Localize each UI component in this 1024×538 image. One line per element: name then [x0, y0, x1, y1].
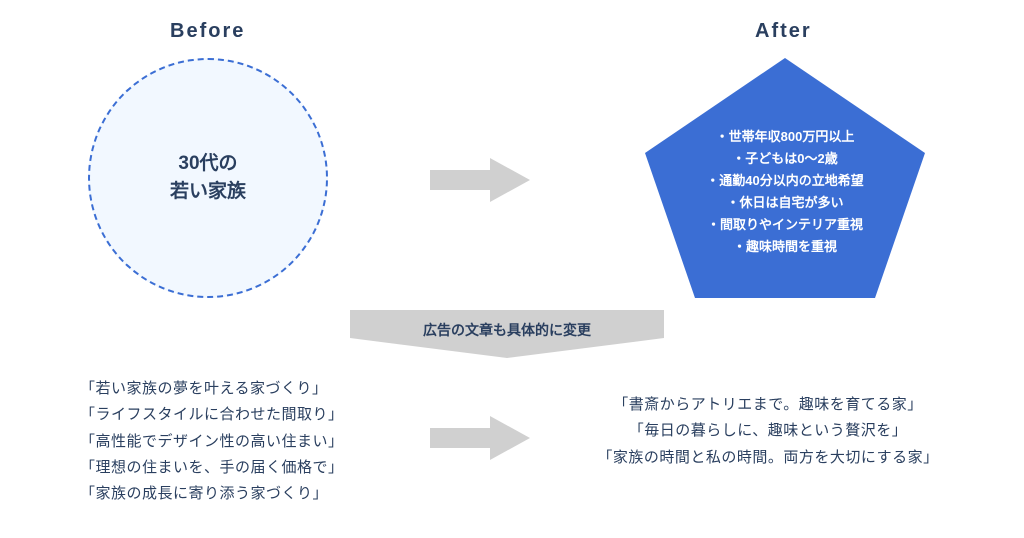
arrow-right-top-icon [430, 158, 530, 207]
header-before: Before [170, 20, 245, 43]
copy-before-item: 「高性能でデザイン性の高い住まい」 [80, 429, 344, 455]
circle-line1: 30代の [178, 153, 237, 174]
before-circle: 30代の 若い家族 [88, 58, 328, 298]
copy-after-item: 「書斎からアトリエまで。趣味を育てる家」 [568, 392, 968, 418]
copy-before-item: 「理想の住まいを、手の届く価格で」 [80, 455, 344, 481]
copy-after-item: 「家族の時間と私の時間。両方を大切にする家」 [568, 445, 968, 471]
copy-after-item: 「毎日の暮らしに、趣味という贅沢を」 [568, 418, 968, 444]
copy-before-list: 「若い家族の夢を叶える家づくり」 「ライフスタイルに合わせた間取り」 「高性能で… [80, 376, 344, 507]
pentagon-item: ・趣味時間を重視 [645, 236, 925, 258]
header-after: After [755, 20, 812, 43]
arrow-right-bottom-icon [430, 416, 530, 465]
pentagon-item: ・間取りやインテリア重視 [645, 214, 925, 236]
pentagon-item: ・子どもは0〜2歳 [645, 148, 925, 170]
circle-line2: 若い家族 [170, 181, 246, 202]
pentagon-item: ・休日は自宅が多い [645, 192, 925, 214]
pentagon-item: ・世帯年収800万円以上 [645, 126, 925, 148]
banner-text: 広告の文章も具体的に変更 [350, 320, 664, 340]
after-pentagon: ・世帯年収800万円以上 ・子どもは0〜2歳 ・通勤40分以内の立地希望 ・休日… [645, 58, 925, 298]
pentagon-item: ・通勤40分以内の立地希望 [645, 170, 925, 192]
copy-before-item: 「家族の成長に寄り添う家づくり」 [80, 481, 344, 507]
copy-after-list: 「書斎からアトリエまで。趣味を育てる家」 「毎日の暮らしに、趣味という贅沢を」 … [568, 392, 968, 471]
copy-before-item: 「ライフスタイルに合わせた間取り」 [80, 402, 344, 428]
circle-text: 30代の 若い家族 [170, 150, 246, 207]
copy-before-item: 「若い家族の夢を叶える家づくり」 [80, 376, 344, 402]
down-banner: 広告の文章も具体的に変更 [350, 310, 664, 363]
pentagon-text: ・世帯年収800万円以上 ・子どもは0〜2歳 ・通勤40分以内の立地希望 ・休日… [645, 126, 925, 259]
diagram-container: Before After 30代の 若い家族 ・世帯年収800万円以上 ・子ども… [0, 0, 1024, 538]
